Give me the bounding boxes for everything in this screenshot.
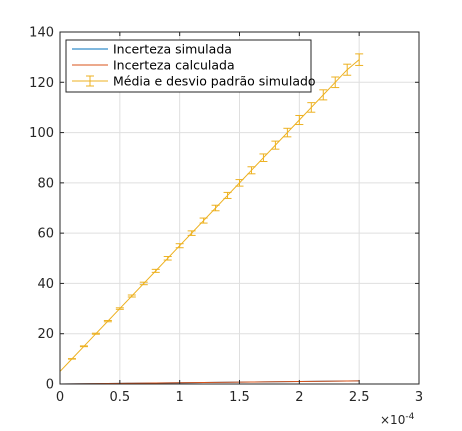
legend-label: Média e desvio padrão simulado — [113, 74, 316, 89]
y-tick-label: 0 — [46, 378, 54, 393]
legend-label: Incerteza simulada — [113, 42, 232, 57]
ticks — [59, 31, 420, 385]
y-tick-label: 40 — [37, 277, 54, 292]
x-tick-label: 3 — [415, 390, 423, 405]
x-scale-exponent: ×10-4 — [380, 412, 415, 427]
tick-labels: 0 0.5 1 1.5 2 2.5 3 0 20 40 60 80 100 120 140 — [29, 26, 423, 406]
x-tick-label: 0.5 — [109, 390, 130, 405]
series-line-incerteza-calculada — [59, 380, 360, 385]
x-tick-label: 2.5 — [349, 390, 370, 405]
y-tick-label: 60 — [37, 227, 54, 242]
x-tick-label: 1.5 — [229, 390, 250, 405]
series-layer — [59, 53, 364, 385]
y-tick-label: 100 — [29, 126, 54, 141]
y-tick-label: 120 — [29, 76, 54, 91]
y-tick-label: 20 — [37, 327, 54, 342]
y-tick-label: 140 — [29, 26, 54, 41]
legend-label: Incerteza calculada — [113, 58, 235, 73]
x-tick-label: 0 — [56, 390, 64, 405]
series-line-media-e-desvio-padrao-simulado — [59, 59, 360, 372]
x-tick-label: 2 — [295, 390, 303, 405]
y-tick-label: 80 — [37, 176, 54, 191]
x-tick-label: 1 — [176, 390, 184, 405]
